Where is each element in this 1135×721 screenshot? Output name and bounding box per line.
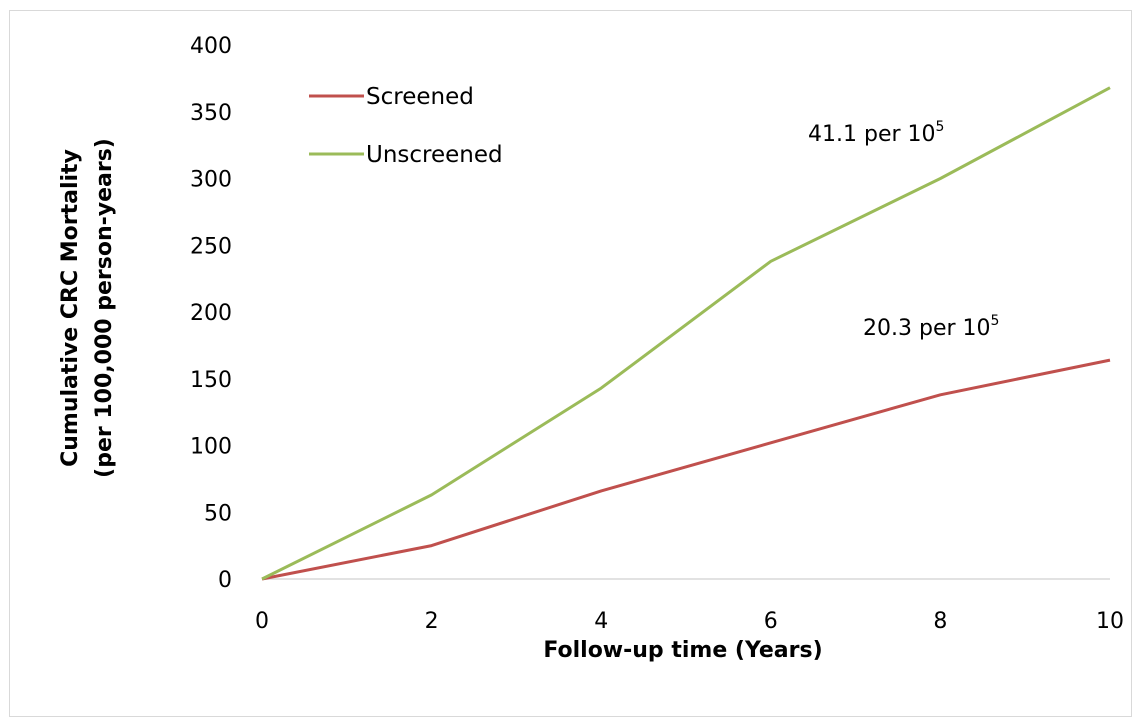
- x-tick-label: 4: [594, 609, 608, 634]
- annotation-unscreened-base: 41.1 per 10: [808, 122, 936, 147]
- series-line-screened: [261, 358, 1111, 581]
- y-axis-title-line1: Cumulative CRC Mortality: [58, 149, 83, 467]
- y-tick-label: 200: [190, 301, 232, 326]
- legend-label-unscreened: Unscreened: [366, 142, 503, 168]
- annotation-screened-superscript: 5: [991, 313, 1000, 329]
- annotation-screened-base: 20.3 per 10: [863, 316, 991, 341]
- legend: Screened Unscreened: [309, 84, 503, 168]
- y-tick-label: 250: [190, 234, 232, 259]
- x-axis-title: Follow-up time (Years): [543, 638, 822, 663]
- y-tick-label: 350: [190, 101, 232, 126]
- annotation-unscreened-superscript: 5: [936, 119, 945, 135]
- x-tick-label: 8: [933, 609, 947, 634]
- annotation-screened-rate: 20.3 per 105: [863, 313, 999, 341]
- y-tick-label: 150: [190, 368, 232, 393]
- x-tick-label: 6: [764, 609, 778, 634]
- legend-label-screened: Screened: [366, 84, 474, 110]
- x-tick-label: 2: [425, 609, 439, 634]
- series-line-unscreened: [261, 86, 1111, 581]
- chart-frame: [9, 10, 1132, 717]
- y-tick-label: 400: [190, 34, 232, 59]
- x-tick-label: 0: [255, 609, 269, 634]
- y-axis-ticks: 0 50 100 150 200 250 300 350 400: [190, 34, 232, 593]
- y-tick-label: 300: [190, 168, 232, 193]
- series-lines: [261, 86, 1111, 581]
- x-tick-label: 10: [1096, 609, 1124, 634]
- x-axis-ticks: 0 2 4 6 8 10: [255, 609, 1124, 634]
- y-tick-label: 0: [218, 568, 232, 593]
- y-tick-label: 100: [190, 435, 232, 460]
- annotation-unscreened-rate: 41.1 per 105: [808, 119, 944, 147]
- y-axis-title: Cumulative CRC Mortality (per 100,000 pe…: [58, 138, 117, 478]
- y-tick-label: 50: [204, 501, 232, 526]
- y-axis-title-line2: (per 100,000 person-years): [92, 138, 117, 478]
